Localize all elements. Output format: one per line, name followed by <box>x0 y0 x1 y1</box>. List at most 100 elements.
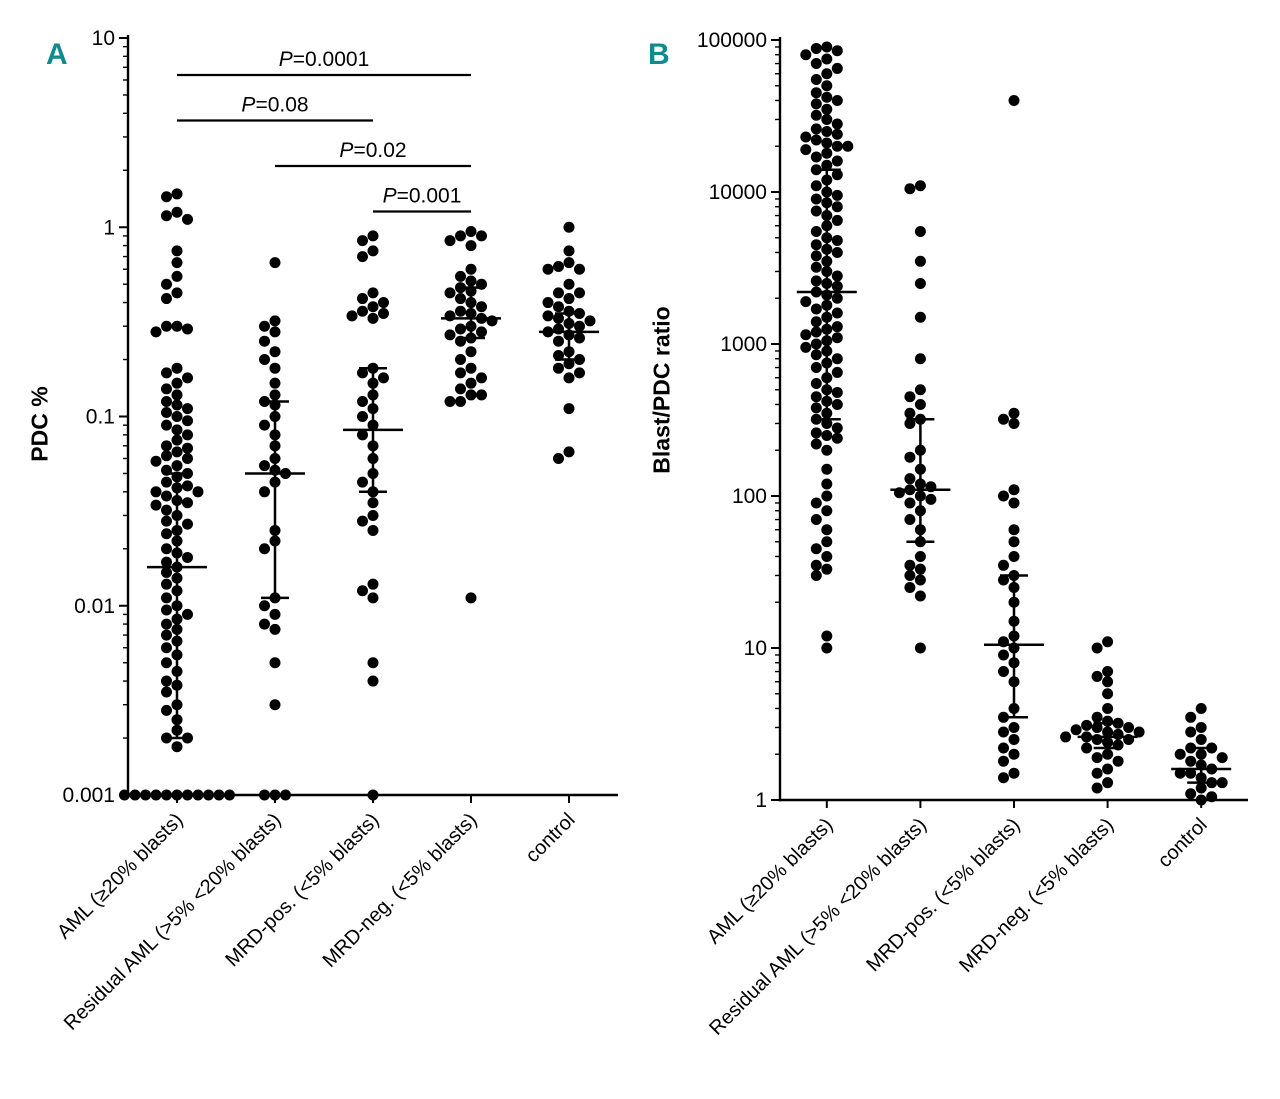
data-point <box>914 255 926 267</box>
data-point <box>182 415 193 427</box>
data-point <box>914 550 926 562</box>
data-point <box>821 41 833 53</box>
data-point <box>161 450 172 462</box>
data-point <box>1216 777 1228 789</box>
data-point <box>810 391 822 403</box>
data-point <box>182 551 193 563</box>
data-point <box>998 413 1009 425</box>
data-point <box>810 338 822 350</box>
data-point <box>810 427 822 439</box>
data-point <box>1195 734 1207 746</box>
data-point <box>161 629 172 641</box>
y-tick-label: 10000 <box>709 181 767 204</box>
category-label: MRD-neg. (<5% blasts) <box>955 814 1118 977</box>
data-point <box>553 287 564 299</box>
data-point <box>542 310 554 322</box>
data-point <box>810 349 822 361</box>
data-point <box>367 509 379 521</box>
data-point <box>465 377 477 389</box>
data-point <box>486 315 498 327</box>
data-point <box>831 280 843 292</box>
data-point <box>182 480 193 492</box>
data-point <box>161 278 172 290</box>
data-point <box>161 592 172 604</box>
data-point <box>259 486 270 498</box>
data-point <box>1008 748 1020 760</box>
data-point <box>259 419 270 431</box>
data-point <box>553 301 564 313</box>
data-point <box>1102 688 1114 700</box>
data-point <box>259 543 270 555</box>
data-point <box>465 389 477 401</box>
data-point <box>465 225 477 237</box>
data-point <box>161 504 172 516</box>
data-point <box>821 68 833 80</box>
data-point <box>1060 731 1072 743</box>
data-point <box>563 372 575 384</box>
data-point <box>161 657 172 669</box>
data-point <box>161 191 172 203</box>
data-point <box>1091 670 1103 682</box>
data-point <box>455 383 466 395</box>
data-point <box>925 493 937 505</box>
data-point <box>810 362 822 374</box>
y-tick-label: 0.01 <box>74 595 115 618</box>
data-point <box>904 582 916 594</box>
data-point <box>1091 642 1103 654</box>
data-point <box>821 113 833 125</box>
data-point <box>831 94 843 106</box>
data-point <box>904 417 916 429</box>
data-point <box>914 311 926 323</box>
data-point <box>259 600 270 612</box>
data-point <box>810 543 822 555</box>
data-point <box>810 514 822 526</box>
data-point <box>821 563 833 575</box>
data-point <box>821 417 833 429</box>
data-point <box>269 377 281 389</box>
panel-b-letter: B <box>648 38 670 71</box>
data-point <box>914 180 926 192</box>
data-point <box>259 354 270 366</box>
data-point <box>182 403 193 415</box>
data-point <box>831 118 843 130</box>
data-point <box>1195 782 1207 794</box>
data-point <box>810 303 822 315</box>
data-point <box>821 550 833 562</box>
data-point <box>831 140 843 152</box>
data-point <box>465 592 477 604</box>
data-point <box>800 131 812 143</box>
data-point <box>259 789 270 801</box>
data-point <box>831 189 843 201</box>
data-point <box>161 578 172 590</box>
data-point <box>1008 550 1020 562</box>
data-point <box>269 346 281 358</box>
data-point <box>269 362 281 374</box>
category-label: control <box>1154 814 1212 872</box>
data-point <box>821 430 833 442</box>
data-point <box>444 287 456 299</box>
data-point <box>224 789 235 801</box>
data-point <box>914 398 926 410</box>
data-point <box>367 592 379 604</box>
data-point <box>821 159 833 171</box>
data-point <box>904 473 916 485</box>
data-point <box>182 497 193 509</box>
data-point <box>357 585 368 597</box>
data-point <box>831 422 843 434</box>
data-point <box>1091 782 1103 794</box>
data-point <box>367 578 379 590</box>
data-point <box>914 563 926 575</box>
data-point <box>1174 767 1186 779</box>
data-point <box>904 569 916 581</box>
data-point <box>161 490 172 502</box>
data-point <box>444 310 456 322</box>
data-point <box>1102 636 1114 648</box>
data-point <box>810 58 822 70</box>
data-point <box>1102 748 1114 760</box>
data-point <box>161 675 172 687</box>
data-point <box>800 296 812 308</box>
data-point <box>831 432 843 444</box>
data-point <box>821 80 833 92</box>
data-point <box>1185 755 1197 767</box>
